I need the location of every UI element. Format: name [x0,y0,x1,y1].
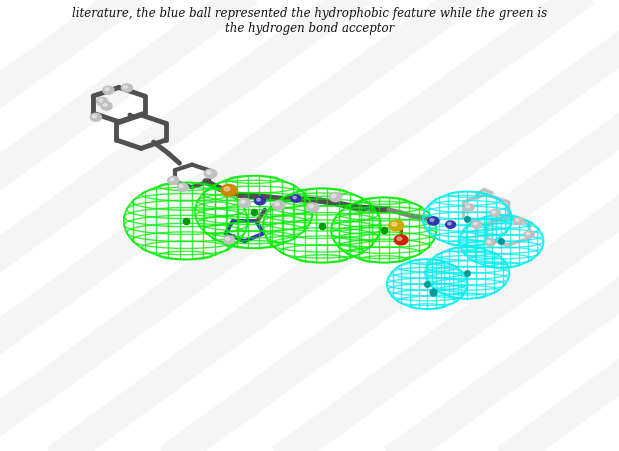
Circle shape [257,198,261,201]
Circle shape [474,222,477,225]
Circle shape [485,239,495,246]
Circle shape [293,196,297,199]
Circle shape [487,240,491,243]
Circle shape [97,97,108,106]
Circle shape [180,185,183,188]
Circle shape [448,222,451,225]
Circle shape [430,219,434,221]
Circle shape [103,86,114,94]
Circle shape [492,211,496,213]
Circle shape [306,203,319,212]
Circle shape [93,115,97,118]
Circle shape [121,84,132,92]
Circle shape [394,235,408,245]
Circle shape [90,113,102,121]
Circle shape [466,205,470,208]
Circle shape [124,86,128,88]
Circle shape [332,194,336,198]
Circle shape [446,221,456,228]
Circle shape [275,202,279,206]
Circle shape [514,217,524,225]
Circle shape [428,217,439,225]
Circle shape [526,232,530,235]
Circle shape [472,221,482,228]
Circle shape [177,183,188,191]
Circle shape [329,193,342,202]
Circle shape [392,222,397,226]
Circle shape [170,178,174,181]
Circle shape [223,236,235,244]
Circle shape [226,238,230,240]
Circle shape [224,187,230,191]
Circle shape [238,198,251,207]
Circle shape [204,169,217,178]
Text: literature, the blue ball represented the hydrophobic feature while the green is: literature, the blue ball represented th… [72,7,547,20]
Circle shape [254,197,266,205]
Circle shape [207,171,211,174]
Circle shape [389,220,404,231]
Circle shape [397,237,402,240]
Circle shape [291,195,301,202]
Circle shape [524,231,534,238]
Circle shape [105,88,109,91]
Circle shape [272,201,285,210]
Circle shape [103,104,107,106]
Circle shape [241,200,245,203]
Circle shape [221,184,237,196]
Circle shape [309,205,313,208]
Circle shape [516,219,519,221]
Circle shape [99,99,103,102]
Text: the hydrogen bond acceptor: the hydrogen bond acceptor [225,22,394,35]
Circle shape [101,102,112,110]
Circle shape [464,204,474,211]
Circle shape [490,209,500,216]
Circle shape [168,176,179,184]
